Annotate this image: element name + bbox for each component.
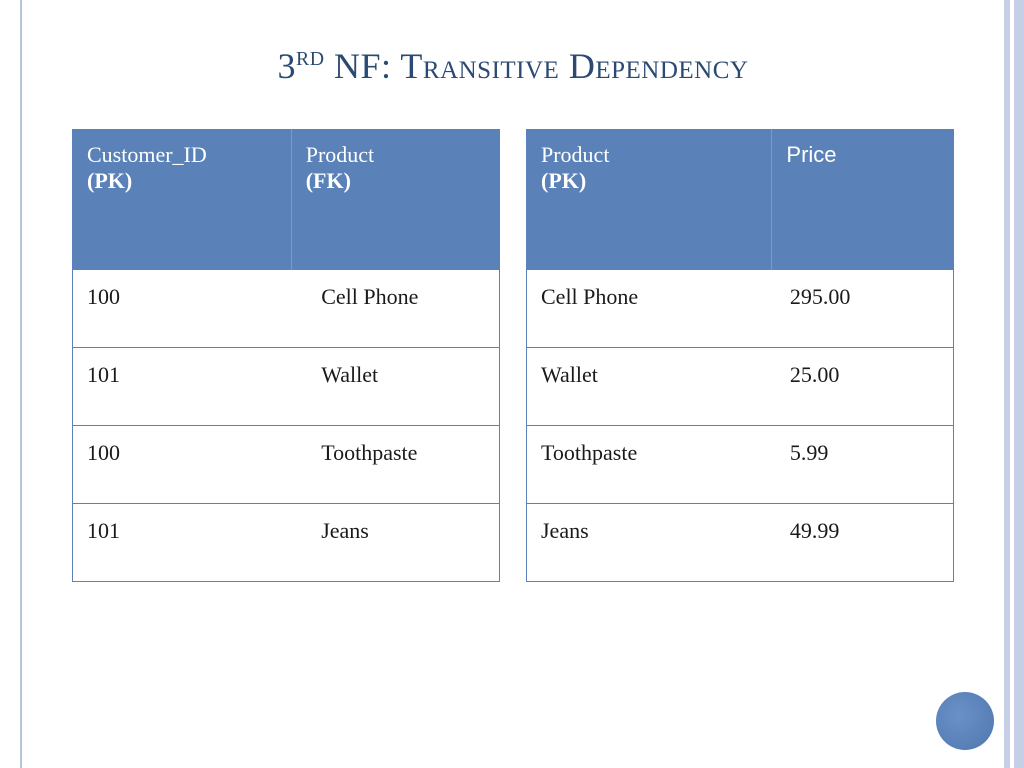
table-row: Jeans 49.99 bbox=[527, 504, 954, 582]
table-row: 100 Toothpaste bbox=[73, 426, 500, 504]
slide-content: 3RD NF: Transitive Dependency Customer_I… bbox=[22, 0, 1004, 768]
right-col-header-0: Product (PK) bbox=[527, 130, 772, 270]
slide-title: 3RD NF: Transitive Dependency bbox=[72, 45, 954, 87]
left-col-header-1: Product (FK) bbox=[291, 130, 499, 270]
col-key-note: (FK) bbox=[306, 168, 351, 193]
left-col-header-0: Customer_ID (PK) bbox=[73, 130, 292, 270]
cell: Jeans bbox=[527, 504, 772, 582]
col-label: Customer_ID bbox=[87, 142, 207, 167]
product-price-table: Product (PK) Price Cell Phone 295.00 Wal… bbox=[526, 129, 954, 582]
table-row: Cell Phone 295.00 bbox=[527, 270, 954, 348]
col-key-note: (PK) bbox=[541, 168, 586, 193]
table-row: 101 Jeans bbox=[73, 504, 500, 582]
col-label: Product bbox=[306, 142, 374, 167]
right-col-header-1: Price bbox=[772, 130, 954, 270]
col-key-note: (PK) bbox=[87, 168, 132, 193]
cell: 100 bbox=[73, 426, 292, 504]
table-row: Wallet 25.00 bbox=[527, 348, 954, 426]
cell: 25.00 bbox=[772, 348, 954, 426]
table-row: Toothpaste 5.99 bbox=[527, 426, 954, 504]
cell: 101 bbox=[73, 348, 292, 426]
cell: Jeans bbox=[291, 504, 499, 582]
cell: Cell Phone bbox=[527, 270, 772, 348]
cell: Wallet bbox=[291, 348, 499, 426]
title-ordinal: RD bbox=[296, 48, 324, 70]
right-border-stripes bbox=[1004, 0, 1024, 768]
cell: Toothpaste bbox=[527, 426, 772, 504]
cell: 5.99 bbox=[772, 426, 954, 504]
col-label: Product bbox=[541, 142, 609, 167]
cell: Toothpaste bbox=[291, 426, 499, 504]
col-label: Price bbox=[786, 142, 836, 167]
title-rest: NF: Transitive Dependency bbox=[325, 46, 749, 86]
cell: Cell Phone bbox=[291, 270, 499, 348]
cell: 49.99 bbox=[772, 504, 954, 582]
table-row: 100 Cell Phone bbox=[73, 270, 500, 348]
cell: 295.00 bbox=[772, 270, 954, 348]
customer-product-table: Customer_ID (PK) Product (FK) 100 Cell P… bbox=[72, 129, 500, 582]
title-prefix: 3 bbox=[278, 46, 297, 86]
cell: 101 bbox=[73, 504, 292, 582]
tables-container: Customer_ID (PK) Product (FK) 100 Cell P… bbox=[72, 129, 954, 582]
cell: Wallet bbox=[527, 348, 772, 426]
table-row: 101 Wallet bbox=[73, 348, 500, 426]
decorative-circle-icon bbox=[936, 692, 994, 750]
cell: 100 bbox=[73, 270, 292, 348]
